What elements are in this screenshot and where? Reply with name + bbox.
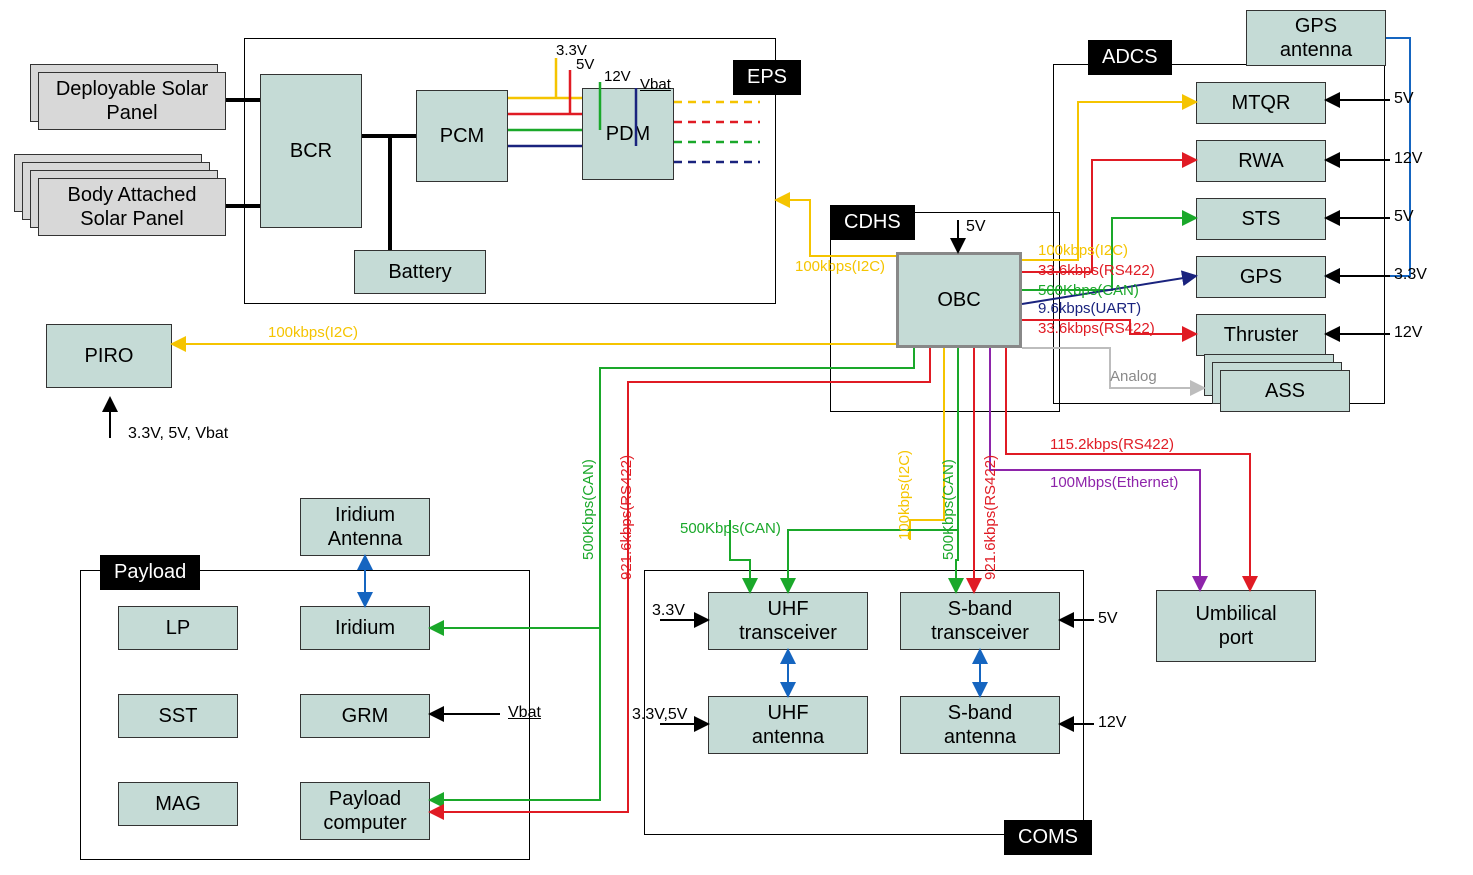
- umb-eth-label: 100Mbps(Ethernet): [1050, 474, 1178, 491]
- adcs-rs422b-label: 33.6kbps(RS422): [1038, 320, 1155, 337]
- umbilical-node: Umbilicalport: [1156, 590, 1316, 662]
- cdhs-label: CDHS: [830, 205, 915, 240]
- adcs-uart-label: 9.6kbps(UART): [1038, 300, 1141, 317]
- rail-12v-label: 12V: [604, 68, 631, 85]
- adcs-i2c-label: 100kbps(I2C): [1038, 242, 1128, 259]
- bcr-node: BCR: [260, 74, 362, 228]
- coms-label: COMS: [1004, 820, 1092, 855]
- grm-node: GRM: [300, 694, 430, 738]
- payload-label: Payload: [100, 555, 200, 590]
- ass-node: ASS: [1220, 370, 1350, 412]
- uhf-transceiver-node: UHFtransceiver: [708, 592, 868, 650]
- piro-voltage-label: 3.3V, 5V, Vbat: [128, 425, 228, 443]
- uhf-antenna-node: UHFantenna: [708, 696, 868, 754]
- grm-vbat-label: Vbat: [508, 704, 541, 722]
- rail-5v-label: 5V: [576, 56, 594, 73]
- adcs-can-label: 500Kbps(CAN): [1038, 282, 1139, 299]
- sband-antenna-node: S-bandantenna: [900, 696, 1060, 754]
- thruster-node: Thruster: [1196, 314, 1326, 356]
- coms-rs422-label: 921.6kbps(RS422): [982, 455, 999, 580]
- uhf-can-label: 500Kbps(CAN): [680, 520, 781, 537]
- mtqr-node: MTQR: [1196, 82, 1326, 124]
- sba-v-label: 12V: [1098, 714, 1126, 732]
- umb-rs422-label: 115.2kbps(RS422): [1050, 436, 1174, 453]
- body-solar-node: Body AttachedSolar Panel: [38, 178, 226, 236]
- dep-solar-node: Deployable SolarPanel: [38, 72, 226, 130]
- rwa-v-label: 12V: [1394, 150, 1422, 168]
- payload-rs422-label: 921.6kbps(RS422): [618, 455, 635, 580]
- rwa-node: RWA: [1196, 140, 1326, 182]
- piro-i2c-label: 100kbps(I2C): [268, 324, 358, 341]
- gps-node: GPS: [1196, 256, 1326, 298]
- gps-antenna-node: GPSantenna: [1246, 10, 1386, 66]
- sband-transceiver-node: S-bandtransceiver: [900, 592, 1060, 650]
- iridium-antenna-node: IridiumAntenna: [300, 498, 430, 556]
- lp-node: LP: [118, 606, 238, 650]
- uhf-ant-v-label: 3.3V,5V: [632, 706, 687, 724]
- mag-node: MAG: [118, 782, 238, 826]
- adcs-rs422a-label: 33.6kbps(RS422): [1038, 262, 1155, 279]
- sts-v-label: 5V: [1394, 208, 1414, 226]
- uhf-trx-v-label: 3.3V: [652, 602, 685, 620]
- piro-node: PIRO: [46, 324, 172, 388]
- coms-can-label: 500Kbps(CAN): [940, 459, 957, 560]
- eps-label: EPS: [733, 60, 801, 95]
- sbt-v-label: 5V: [1098, 610, 1118, 628]
- obc-5v-label: 5V: [966, 218, 986, 236]
- pdm-node: PDM: [582, 88, 674, 180]
- iridium-node: Iridium: [300, 606, 430, 650]
- thr-v-label: 12V: [1394, 324, 1422, 342]
- pcm-node: PCM: [416, 90, 508, 182]
- sst-node: SST: [118, 694, 238, 738]
- gps-v-label: 3.3V: [1394, 266, 1427, 284]
- payload-can-label: 500Kbps(CAN): [580, 459, 597, 560]
- mtqr-v-label: 5V: [1394, 90, 1414, 108]
- coms-i2c-label: 100kbps(I2C): [896, 450, 913, 540]
- payload-computer-node: Payloadcomputer: [300, 782, 430, 840]
- adcs-analog-label: Analog: [1110, 368, 1157, 385]
- eps-i2c-label: 100kbps(I2C): [795, 258, 885, 275]
- battery-node: Battery: [354, 250, 486, 294]
- sts-node: STS: [1196, 198, 1326, 240]
- rail-vbat-label: Vbat: [640, 76, 671, 93]
- adcs-label: ADCS: [1088, 40, 1172, 75]
- obc-node: OBC: [896, 252, 1022, 348]
